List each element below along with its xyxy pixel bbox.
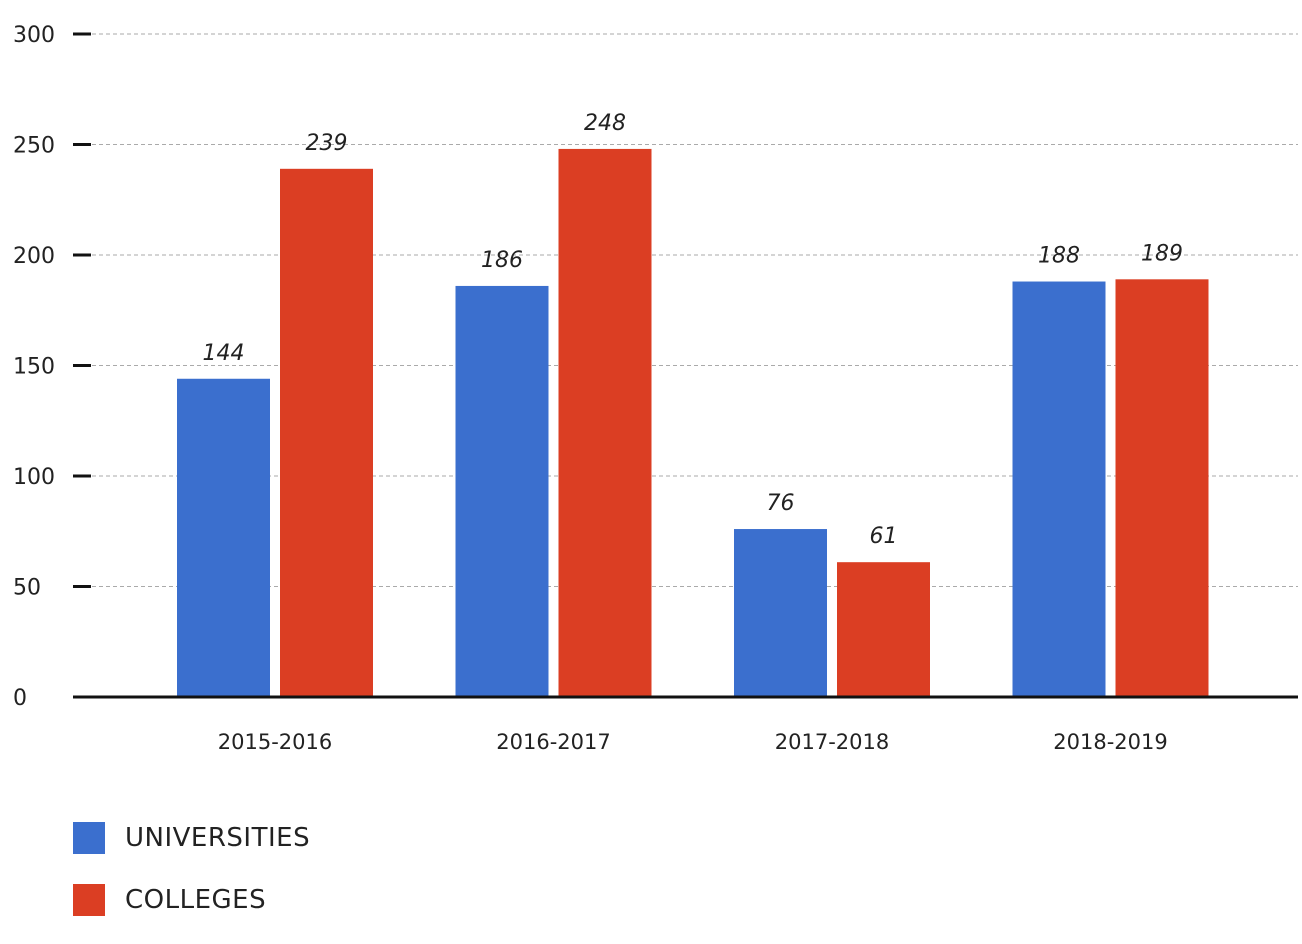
bar-colleges-2017-2018 — [837, 562, 930, 697]
y-tick-label: 0 — [13, 686, 27, 711]
legend-label-universities: UNIVERSITIES — [125, 823, 311, 853]
legend-swatch-colleges — [73, 884, 105, 916]
y-axis: 0 50 100 150 200 250 300 — [13, 23, 91, 711]
x-tick-label: 2015-2016 — [218, 730, 332, 754]
data-labels: 144 239 186 248 76 61 188 189 — [203, 111, 1184, 549]
bar-colleges-2015-2016 — [280, 168, 373, 697]
bar-chart: 0 50 100 150 200 250 300 144 239 186 248 76 61 188 18… — [13, 23, 1298, 754]
bar-universities-2015-2016 — [177, 378, 270, 697]
legend-label-colleges: COLLEGES — [125, 885, 267, 915]
x-tick-label: 2018-2019 — [1053, 730, 1167, 754]
y-tick-label: 250 — [13, 134, 55, 159]
bars — [177, 148, 1209, 698]
legend-swatch-universities — [73, 822, 105, 854]
x-tick-label: 2017-2018 — [775, 730, 889, 754]
y-tick-label: 150 — [13, 355, 55, 380]
bar-colleges-2016-2017 — [558, 148, 652, 698]
bar-colleges-2018-2019 — [1115, 279, 1209, 697]
data-label: 188 — [1038, 244, 1080, 269]
bar-universities-2018-2019 — [1012, 281, 1106, 697]
data-label: 144 — [203, 341, 245, 366]
bar-universities-2016-2017 — [455, 285, 549, 697]
y-tick-label: 100 — [13, 465, 55, 490]
data-label: 76 — [767, 491, 795, 516]
legend-item-colleges: COLLEGES — [73, 882, 310, 918]
y-tick-label: 200 — [13, 244, 55, 269]
data-label: 186 — [481, 248, 523, 273]
legend: UNIVERSITIES COLLEGES — [73, 820, 310, 944]
data-label: 248 — [584, 111, 626, 136]
legend-item-universities: UNIVERSITIES — [73, 820, 310, 856]
data-label: 239 — [306, 131, 348, 156]
y-tick-label: 50 — [13, 576, 41, 601]
data-label: 61 — [870, 524, 898, 549]
x-axis: 2015-2016 2016-2017 2017-2018 2018-2019 — [218, 730, 1168, 754]
x-tick-label: 2016-2017 — [496, 730, 610, 754]
y-tick-label: 300 — [13, 23, 55, 48]
bar-universities-2017-2018 — [734, 529, 827, 697]
data-label: 189 — [1141, 241, 1183, 266]
